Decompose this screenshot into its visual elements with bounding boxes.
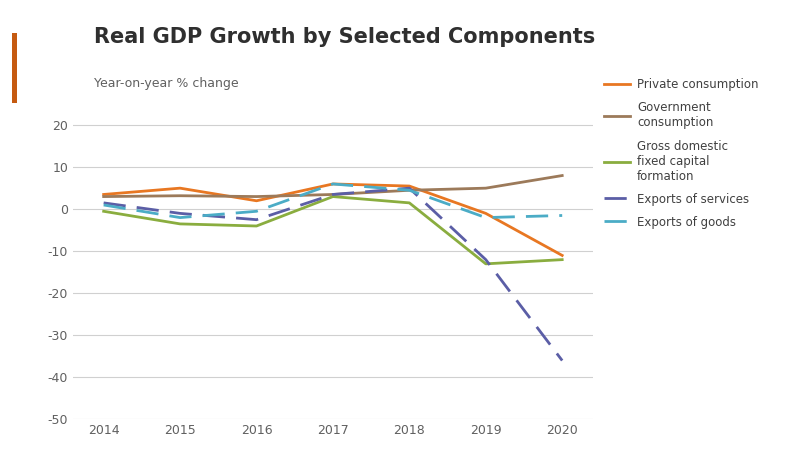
Text: Real GDP Growth by Selected Components: Real GDP Growth by Selected Components [94,27,594,48]
Legend: Private consumption, Government
consumption, Gross domestic
fixed capital
format: Private consumption, Government consumpt… [603,78,757,229]
Text: Year-on-year % change: Year-on-year % change [94,77,238,90]
